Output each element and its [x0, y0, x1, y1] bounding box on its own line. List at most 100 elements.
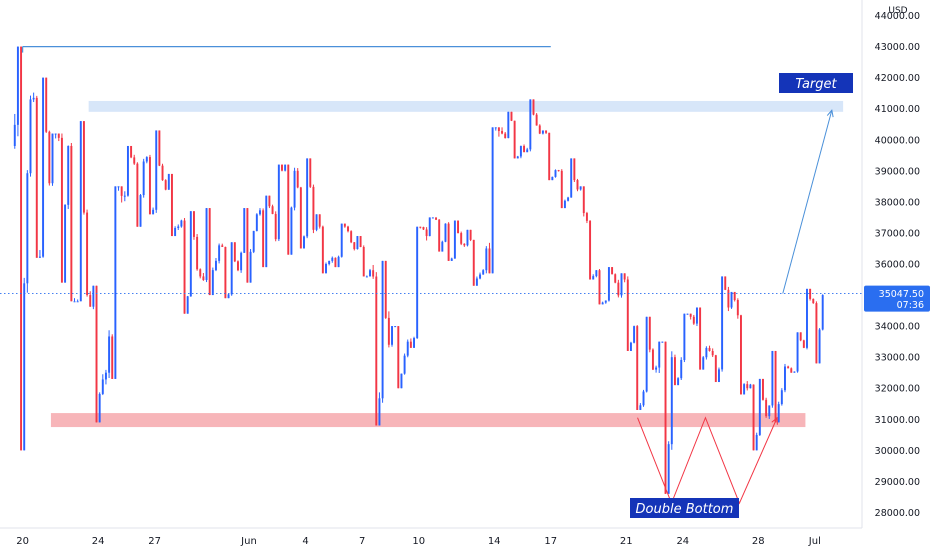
- candle-body: [334, 257, 337, 268]
- candle-body: [501, 131, 504, 134]
- candle-body: [589, 220, 592, 280]
- candle-body: [692, 316, 695, 324]
- candle-body: [699, 307, 702, 370]
- candle-body: [42, 77, 45, 257]
- candle-body: [13, 124, 16, 146]
- candle-body: [183, 220, 186, 314]
- candle-body: [67, 145, 70, 205]
- price-tick-label: 44000.00: [875, 11, 920, 22]
- candle-body: [296, 170, 299, 188]
- price-tick-label: 41000.00: [875, 104, 920, 115]
- candle-body: [818, 329, 821, 364]
- candle-body: [350, 231, 353, 243]
- candle-body: [683, 313, 686, 360]
- candle-body: [784, 366, 786, 391]
- candle-body: [38, 256, 41, 258]
- candle-body: [809, 288, 812, 299]
- candle-body: [32, 97, 35, 100]
- time-tick-label: 17: [544, 536, 557, 547]
- candle-body: [315, 214, 318, 230]
- candle-body: [749, 384, 752, 389]
- time-tick-label: 21: [620, 536, 633, 547]
- time-tick-label: 24: [92, 536, 105, 547]
- candle-body: [133, 157, 136, 164]
- candle-body: [576, 180, 579, 190]
- candle-body: [721, 276, 724, 370]
- candle-body: [57, 133, 60, 138]
- candle-body: [739, 315, 742, 395]
- candle-body: [519, 145, 522, 157]
- candle-body: [815, 303, 818, 364]
- candle-body: [510, 111, 513, 121]
- candle-body: [252, 230, 255, 252]
- candle-body: [375, 276, 378, 426]
- candle-body: [488, 248, 491, 274]
- candle-body: [570, 158, 573, 198]
- candle-body: [435, 217, 438, 220]
- candle-body: [689, 313, 692, 317]
- candle-body: [491, 127, 494, 274]
- candle-body: [290, 207, 293, 255]
- candle-body: [431, 217, 434, 219]
- time-tick-label: 27: [148, 536, 161, 547]
- candle-body: [259, 210, 261, 215]
- candle-body: [139, 195, 142, 227]
- candle-body: [645, 316, 648, 392]
- candle-body: [592, 276, 595, 280]
- candle-body: [271, 206, 274, 214]
- current-price-tag: [864, 285, 930, 312]
- candle-body: [752, 384, 755, 451]
- candle-body: [23, 283, 26, 451]
- candle-body: [617, 282, 620, 296]
- candle-body: [353, 242, 356, 250]
- double-bottom-arrowhead: [771, 416, 778, 425]
- candle-body: [419, 226, 422, 228]
- candle-body: [582, 186, 585, 214]
- candle-body: [661, 341, 664, 343]
- double-bottom-label-box: [630, 498, 739, 518]
- candle-body: [497, 127, 500, 132]
- candle-body: [218, 245, 221, 261]
- candle-body: [507, 111, 510, 139]
- candle-body: [670, 357, 673, 445]
- currency-label: USD: [888, 6, 907, 16]
- candle-body: [397, 326, 400, 389]
- candle-body: [73, 301, 76, 303]
- candle-body: [265, 195, 268, 268]
- candle-body: [799, 332, 802, 341]
- target-label-box: [779, 73, 853, 93]
- candle-body: [158, 130, 161, 166]
- candle-body: [246, 208, 249, 283]
- candle-body: [381, 260, 384, 399]
- candle-body: [736, 300, 739, 316]
- candle-body: [790, 368, 793, 373]
- candle-body: [711, 350, 714, 356]
- candle-body: [343, 223, 346, 227]
- candle-body: [579, 186, 582, 190]
- candle-body: [108, 336, 111, 373]
- candle-body: [26, 173, 29, 284]
- price-tick-label: 30000.00: [875, 446, 920, 457]
- candle-body: [293, 170, 296, 208]
- time-tick-label: 14: [488, 536, 501, 547]
- candle-body: [120, 186, 123, 196]
- candle-body: [438, 219, 441, 252]
- candle-body: [177, 226, 180, 228]
- candle-body: [174, 227, 177, 237]
- candle-body: [447, 223, 450, 261]
- candle-body: [227, 294, 230, 299]
- candle-body: [95, 285, 98, 423]
- candle-body: [648, 316, 651, 350]
- candle-body: [513, 120, 516, 159]
- candle-body: [196, 236, 199, 270]
- candle-body: [152, 209, 155, 215]
- candle-body: [560, 170, 563, 209]
- time-tick-label: 4: [302, 536, 308, 547]
- candle-body: [702, 357, 705, 370]
- candle-body: [482, 270, 485, 275]
- candle-body: [806, 288, 808, 348]
- candle-body: [164, 180, 167, 190]
- candle-body: [394, 326, 397, 328]
